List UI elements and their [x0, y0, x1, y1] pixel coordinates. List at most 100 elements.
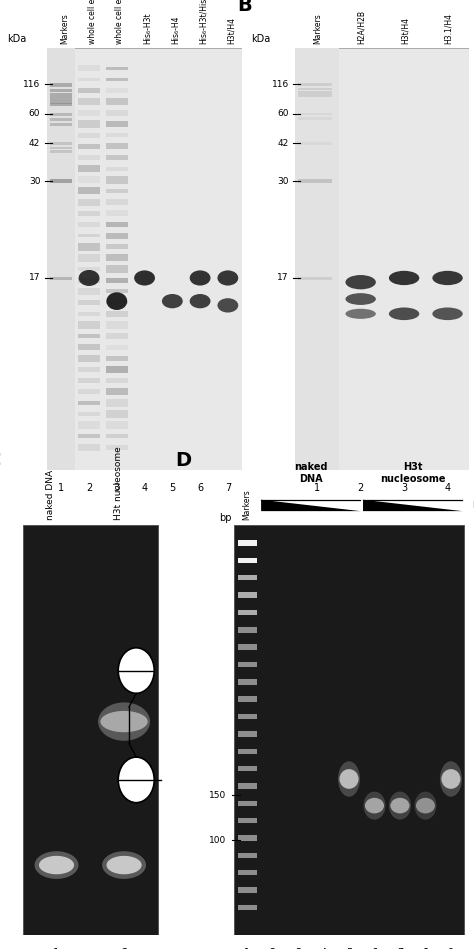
Bar [78, 211, 100, 215]
Ellipse shape [98, 702, 150, 741]
Ellipse shape [389, 270, 419, 285]
Bar [106, 143, 128, 149]
Bar [298, 94, 332, 97]
Text: 2: 2 [357, 483, 364, 493]
Bar [78, 389, 100, 394]
Ellipse shape [102, 851, 146, 879]
Bar [106, 66, 128, 70]
Bar [78, 198, 100, 206]
Bar [78, 334, 100, 338]
Bar [106, 445, 128, 450]
Bar [234, 525, 464, 935]
Bar [78, 321, 100, 328]
Bar [106, 254, 128, 261]
Bar [78, 254, 100, 262]
Bar [106, 176, 128, 184]
Ellipse shape [35, 851, 79, 879]
Bar [237, 609, 256, 615]
Bar [78, 378, 100, 383]
Bar [50, 84, 72, 86]
Text: 42: 42 [29, 139, 40, 148]
Bar [237, 627, 256, 633]
Bar [23, 525, 158, 935]
Text: 17: 17 [277, 273, 289, 283]
Bar [78, 133, 100, 138]
Bar [237, 852, 256, 858]
Text: 17: 17 [29, 273, 40, 283]
Text: 150: 150 [209, 791, 226, 800]
Text: H3t/H4: H3t/H4 [401, 17, 410, 44]
Text: His₆-H4: His₆-H4 [171, 15, 180, 44]
Bar [78, 412, 100, 416]
Bar [78, 278, 100, 283]
Bar [78, 109, 100, 117]
Bar [78, 367, 100, 372]
Bar [78, 99, 100, 105]
Bar [106, 121, 128, 127]
Text: bp: bp [219, 512, 231, 523]
Text: H3t
nucleosome: H3t nucleosome [380, 462, 446, 484]
Bar [106, 167, 128, 171]
Bar [237, 749, 256, 754]
Bar [106, 99, 128, 105]
Bar [298, 142, 332, 145]
Text: H2A/H2B: H2A/H2B [357, 9, 366, 44]
Text: 6: 6 [197, 483, 203, 493]
Bar [50, 122, 72, 125]
Bar [237, 644, 256, 650]
Bar [237, 818, 256, 824]
Text: 42: 42 [278, 139, 289, 148]
Bar [106, 301, 128, 305]
Text: 3: 3 [114, 483, 120, 493]
Text: 30: 30 [29, 177, 40, 185]
Bar [106, 379, 128, 382]
Bar [106, 321, 128, 328]
Bar [106, 233, 128, 238]
Bar [298, 277, 332, 280]
Bar [298, 179, 332, 183]
Bar [237, 714, 256, 719]
Text: 5: 5 [169, 483, 175, 493]
Bar [106, 310, 128, 317]
Ellipse shape [218, 298, 238, 312]
Bar [78, 188, 100, 195]
Bar [78, 222, 100, 227]
Bar [78, 165, 100, 172]
Ellipse shape [118, 757, 154, 803]
Ellipse shape [339, 769, 358, 789]
Bar [237, 679, 256, 684]
Ellipse shape [346, 293, 376, 305]
Bar [298, 84, 332, 85]
Bar [106, 222, 128, 227]
Bar [237, 887, 256, 893]
Bar [50, 147, 72, 149]
Bar [78, 400, 100, 405]
Bar [78, 233, 100, 237]
Bar [237, 592, 256, 598]
Bar [106, 78, 128, 82]
Ellipse shape [416, 798, 435, 813]
Bar [237, 661, 256, 667]
Ellipse shape [432, 307, 463, 320]
Bar [295, 48, 339, 470]
Bar [106, 435, 128, 438]
Text: 60: 60 [29, 109, 40, 118]
Bar [106, 109, 128, 117]
Bar [106, 199, 128, 205]
Ellipse shape [432, 270, 463, 285]
Ellipse shape [79, 270, 100, 286]
Ellipse shape [190, 270, 210, 286]
Bar [78, 443, 100, 452]
Ellipse shape [39, 856, 74, 874]
Ellipse shape [118, 648, 154, 694]
Ellipse shape [365, 798, 384, 813]
Text: naked
DNA: naked DNA [294, 462, 328, 484]
Ellipse shape [414, 791, 437, 820]
Bar [106, 410, 128, 418]
Bar [106, 265, 128, 273]
Bar [237, 697, 256, 702]
Bar [298, 91, 332, 94]
Bar [237, 540, 256, 546]
Bar [237, 904, 256, 910]
Bar [237, 575, 256, 581]
